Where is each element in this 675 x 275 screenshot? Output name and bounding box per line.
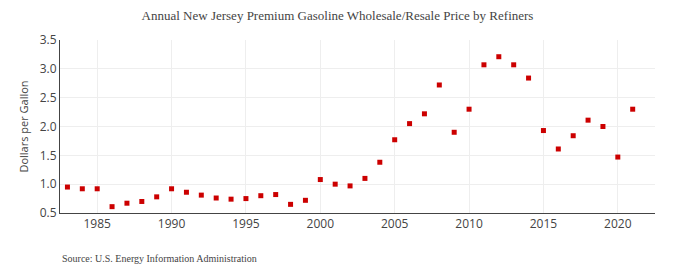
svg-text:2020: 2020: [604, 215, 632, 232]
svg-text:1990: 1990: [158, 215, 186, 232]
svg-text:2.5: 2.5: [40, 89, 57, 106]
svg-text:2005: 2005: [381, 215, 409, 232]
svg-text:Annual New Jersey Premium Gaso: Annual New Jersey Premium Gasoline Whole…: [142, 8, 534, 23]
svg-text:1.5: 1.5: [40, 147, 57, 164]
svg-text:Source: U.S. Energy Informatio: Source: U.S. Energy Information Administ…: [62, 253, 257, 264]
svg-text:2000: 2000: [307, 215, 335, 232]
svg-text:1.0: 1.0: [40, 175, 57, 192]
svg-text:3.5: 3.5: [40, 31, 57, 48]
svg-text:2010: 2010: [455, 215, 483, 232]
svg-text:3.0: 3.0: [40, 60, 57, 77]
svg-text:1985: 1985: [83, 215, 111, 232]
svg-text:2015: 2015: [530, 215, 558, 232]
svg-text:1995: 1995: [232, 215, 260, 232]
svg-text:0.5: 0.5: [40, 204, 57, 221]
svg-text:2.0: 2.0: [40, 118, 57, 135]
svg-text:Dollars per Gallon: Dollars per Gallon: [16, 80, 31, 172]
